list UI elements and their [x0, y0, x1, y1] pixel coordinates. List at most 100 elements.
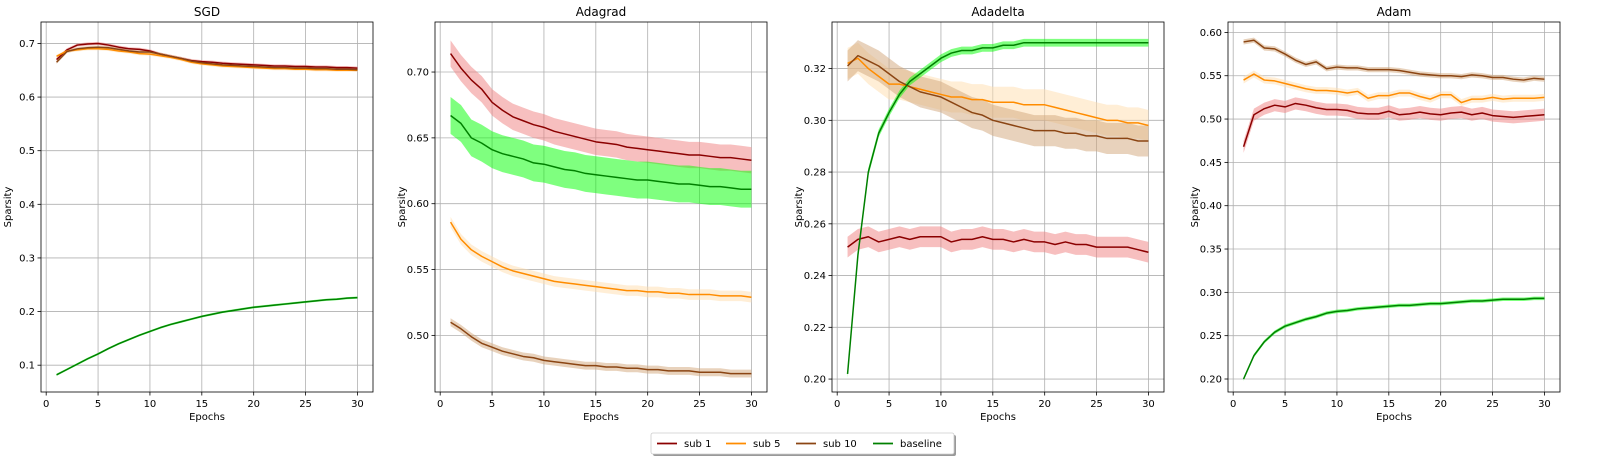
legend-label: sub 1	[684, 439, 711, 450]
x-tick-label: 30	[351, 399, 364, 410]
x-tick-label: 25	[299, 399, 312, 410]
series-line-sub-5	[1243, 73, 1545, 104]
series-line-baseline	[1242, 297, 1545, 380]
series-line-sub-1	[1242, 102, 1545, 148]
x-tick-label: 10	[935, 399, 948, 410]
y-tick-label: 0.50	[407, 331, 429, 342]
x-tick-label: 10	[144, 399, 157, 410]
y-tick-label: 0.50	[1200, 115, 1222, 126]
series-line-sub-10	[450, 321, 752, 375]
y-axis-label: Sparsity	[397, 187, 408, 228]
band-baseline	[1243, 296, 1545, 381]
x-tick-label: 25	[1090, 399, 1103, 410]
y-tick-label: 0.26	[804, 219, 826, 230]
x-tick-label: 25	[693, 399, 706, 410]
band-sub-1	[847, 226, 1149, 263]
y-tick-label: 0.7	[19, 39, 35, 50]
band-sub-5	[56, 47, 358, 72]
x-tick-label: 5	[1282, 399, 1288, 410]
y-tick-label: 0.55	[1200, 71, 1222, 82]
y-tick-label: 0.45	[1200, 158, 1222, 169]
x-tick-label: 20	[641, 399, 654, 410]
y-tick-label: 0.6	[19, 93, 35, 104]
band-sub-10	[1243, 37, 1545, 83]
x-tick-label: 15	[195, 399, 208, 410]
x-tick-label: 15	[1382, 399, 1395, 410]
series-line-sub-5	[449, 221, 752, 298]
series-line-sub-5	[847, 57, 1149, 127]
y-tick-label: 0.32	[804, 64, 826, 75]
y-tick-label: 0.1	[19, 361, 35, 372]
y-tick-label: 0.20	[1200, 375, 1222, 386]
y-tick-label: 0.60	[1200, 28, 1222, 39]
panel-adagrad: 0 5 10 15 20 25 30 0.50 0.55 0.60 0.65 0.70 Adagrad E…	[397, 5, 768, 423]
legend-item-sub-1: sub 1	[657, 439, 711, 450]
y-tick-label: 0.22	[804, 323, 826, 334]
x-tick-label: 20	[247, 399, 260, 410]
x-tick-label: 30	[745, 399, 758, 410]
band-sub-5	[450, 216, 752, 303]
legend: sub 1 sub 5 sub 10 baseline	[650, 432, 956, 456]
x-tick-label: 10	[538, 399, 551, 410]
plot-frame	[40, 21, 374, 393]
series-line-sub-1	[847, 236, 1149, 254]
series-line-baseline	[450, 114, 752, 190]
x-tick-label: 30	[1142, 399, 1155, 410]
x-tick-label: 0	[437, 399, 443, 410]
x-axis-label: Epochs	[1376, 412, 1412, 423]
x-axis-label: Epochs	[980, 412, 1016, 423]
series-line-baseline	[846, 41, 1149, 374]
x-tick-label: 5	[95, 399, 101, 410]
band-sub-5	[847, 42, 1149, 142]
legend-item-sub-10: sub 10	[796, 439, 857, 450]
band-baseline	[56, 296, 358, 376]
y-tick-label: 0.4	[19, 200, 35, 211]
y-tick-label: 0.35	[1200, 245, 1222, 256]
x-tick-label: 20	[1038, 399, 1051, 410]
x-tick-label: 5	[489, 399, 495, 410]
series-line-sub-1	[56, 42, 358, 69]
y-tick-label: 0.24	[804, 271, 826, 282]
legend-label: sub 10	[823, 439, 857, 450]
legend-item-sub-5: sub 5	[726, 439, 780, 450]
y-axis-label: Sparsity	[794, 187, 805, 228]
x-tick-label: 0	[834, 399, 840, 410]
y-axis-label: Sparsity	[1190, 187, 1201, 228]
x-axis-label: Epochs	[189, 412, 225, 423]
panel-sgd: 0 5 10 15 20 25 30 0.1 0.2 0.3 0.4 0.5 0.6 0.7 SGD Epoc…	[3, 5, 374, 423]
y-tick-label: 0.55	[407, 265, 429, 276]
y-tick-label: 0.30	[804, 116, 826, 127]
plot-frame	[1227, 21, 1561, 393]
panel-adam: 0 5 10 15 20 25 30 0.20 0.25 0.30 0.35 0.40 0.45 0.50…	[1190, 5, 1561, 423]
y-axis-label: Sparsity	[3, 187, 14, 228]
x-tick-label: 0	[43, 399, 49, 410]
y-tick-label: 0.2	[19, 307, 35, 318]
legend-label: sub 5	[753, 439, 780, 450]
plot-frame	[831, 21, 1165, 393]
series-line-sub-10	[56, 46, 358, 71]
x-tick-label: 25	[1486, 399, 1499, 410]
series-line-sub-5	[56, 48, 358, 72]
series-line-sub-10	[1243, 39, 1545, 81]
y-tick-label: 0.40	[1200, 201, 1222, 212]
y-tick-label: 0.3	[19, 253, 35, 264]
y-tick-label: 0.20	[804, 375, 826, 386]
y-tick-label: 0.25	[1200, 331, 1222, 342]
panel-title: Adagrad	[576, 5, 627, 19]
band-baseline	[450, 97, 752, 208]
x-axis-label: Epochs	[583, 412, 619, 423]
y-tick-label: 0.70	[407, 68, 429, 79]
band-sub-1	[450, 40, 752, 174]
x-tick-label: 20	[1434, 399, 1447, 410]
legend-item-baseline: baseline	[873, 439, 942, 450]
panel-adadelta: 0 5 10 15 20 25 30 0.20 0.22 0.24 0.26 0.28 0.30 0.32…	[794, 5, 1165, 423]
band-sub-10	[847, 40, 1149, 157]
y-tick-label: 0.60	[407, 199, 429, 210]
legend-label: baseline	[900, 439, 942, 450]
panel-title: Adam	[1377, 5, 1412, 19]
band-sub-5	[1243, 70, 1545, 107]
y-tick-label: 0.30	[1200, 288, 1222, 299]
panel-title: SGD	[194, 5, 220, 19]
y-tick-label: 0.5	[19, 146, 35, 157]
series-line-sub-10	[847, 54, 1149, 142]
